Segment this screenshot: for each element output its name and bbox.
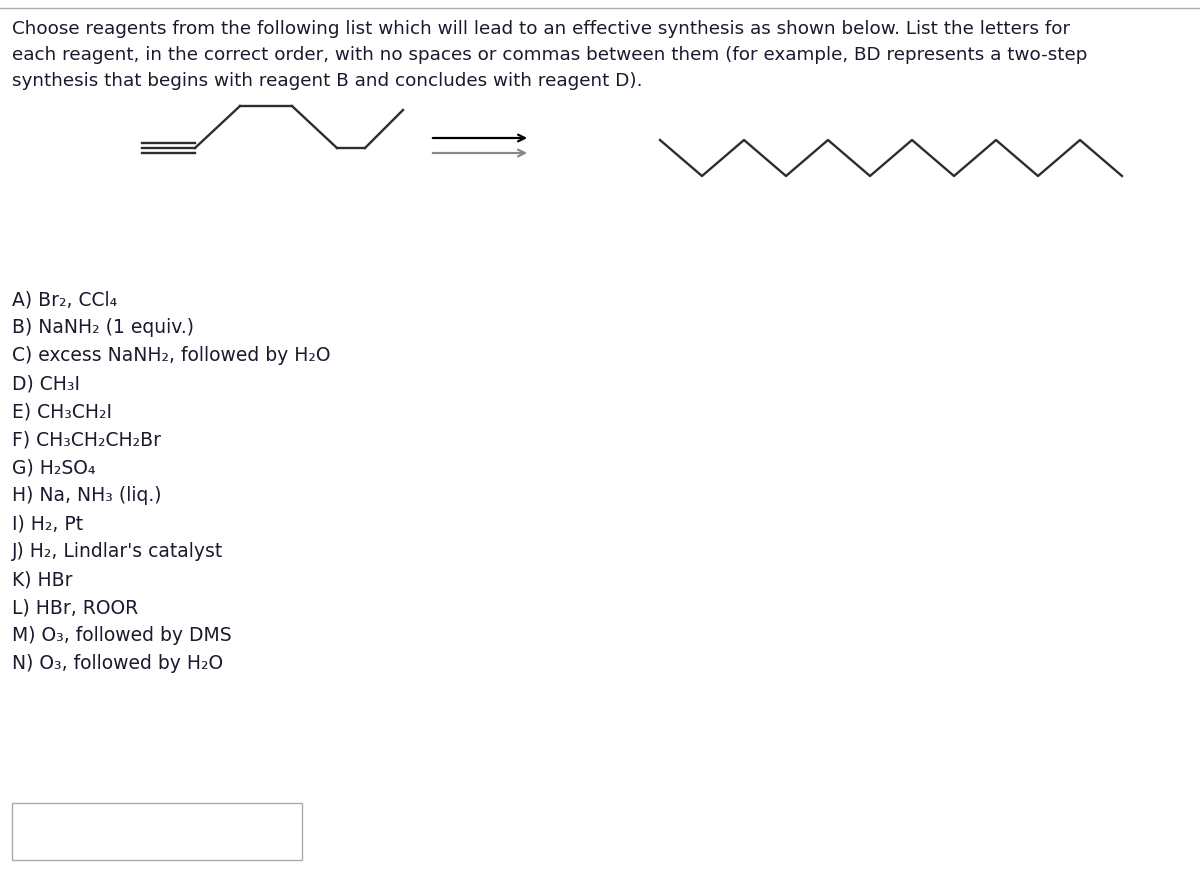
- Text: K) HBr: K) HBr: [12, 570, 72, 589]
- Text: L) HBr, ROOR: L) HBr, ROOR: [12, 598, 138, 617]
- Text: F) CH₃CH₂CH₂Br: F) CH₃CH₂CH₂Br: [12, 430, 161, 449]
- Text: I) H₂, Pt: I) H₂, Pt: [12, 514, 83, 533]
- Text: G) H₂SO₄: G) H₂SO₄: [12, 458, 96, 477]
- Text: E) CH₃CH₂I: E) CH₃CH₂I: [12, 402, 112, 421]
- Text: H) Na, NH₃ (liq.): H) Na, NH₃ (liq.): [12, 486, 162, 505]
- Text: N) O₃, followed by H₂O: N) O₃, followed by H₂O: [12, 654, 223, 673]
- Text: J) H₂, Lindlar's catalyst: J) H₂, Lindlar's catalyst: [12, 542, 223, 561]
- Text: A) Br₂, CCl₄: A) Br₂, CCl₄: [12, 290, 118, 309]
- Text: M) O₃, followed by DMS: M) O₃, followed by DMS: [12, 626, 232, 645]
- Text: each reagent, in the correct order, with no spaces or commas between them (for e: each reagent, in the correct order, with…: [12, 46, 1087, 64]
- Bar: [12, 803, 302, 860]
- Text: Choose reagents from the following list which will lead to an effective synthesi: Choose reagents from the following list …: [12, 20, 1070, 38]
- Text: D) CH₃I: D) CH₃I: [12, 374, 80, 393]
- Text: synthesis that begins with reagent B and concludes with reagent D).: synthesis that begins with reagent B and…: [12, 72, 642, 90]
- Text: B) NaNH₂ (1 equiv.): B) NaNH₂ (1 equiv.): [12, 318, 194, 337]
- Text: C) excess NaNH₂, followed by H₂O: C) excess NaNH₂, followed by H₂O: [12, 346, 330, 365]
